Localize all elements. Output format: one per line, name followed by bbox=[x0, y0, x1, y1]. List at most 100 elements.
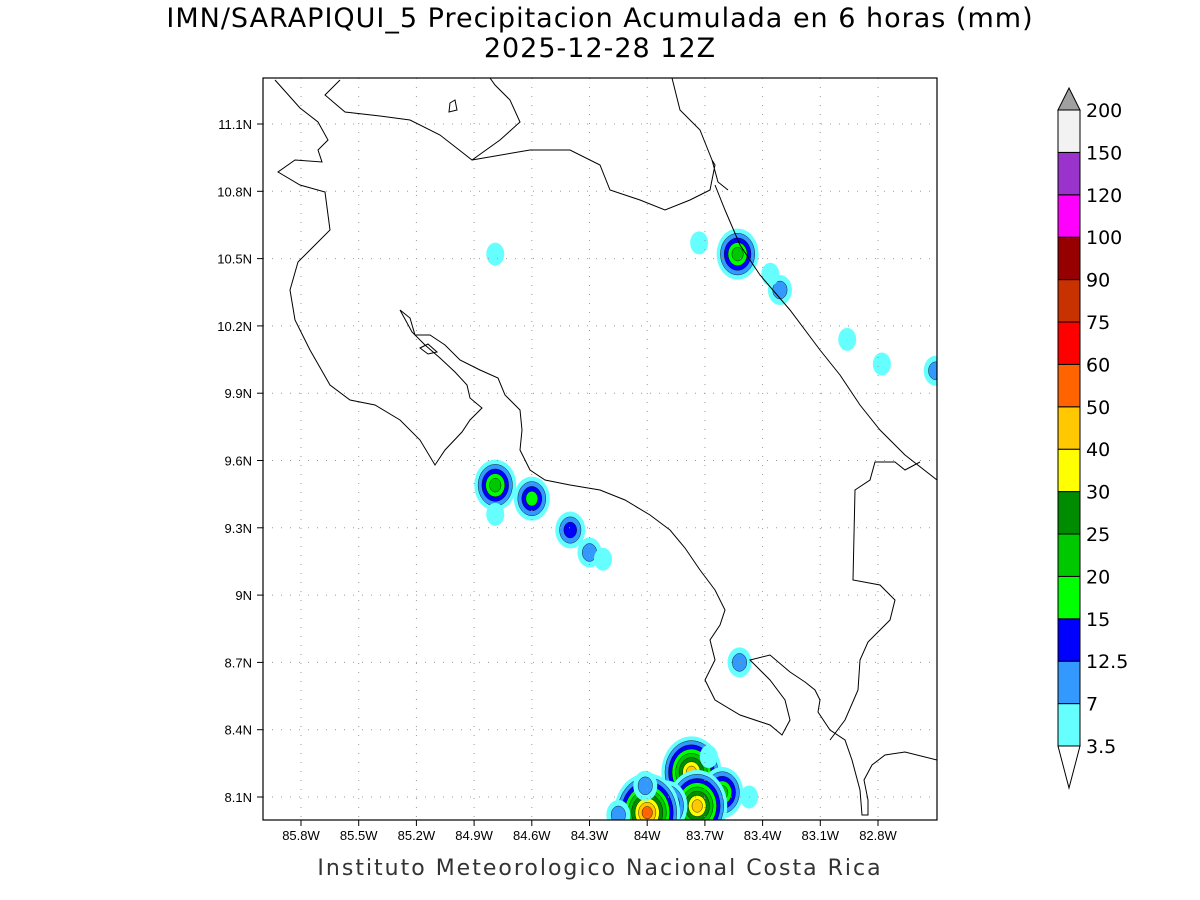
precip-contour bbox=[489, 478, 502, 493]
colorbar-swatch bbox=[1057, 618, 1081, 662]
y-tick-label: 9.6N bbox=[225, 454, 252, 469]
precip-cell bbox=[761, 262, 780, 286]
colorbar-swatch bbox=[1057, 406, 1081, 450]
precip-contour bbox=[563, 521, 577, 539]
x-tick-label: 82.8W bbox=[859, 828, 897, 843]
precip-cell bbox=[923, 355, 937, 386]
x-tick-label: 85.5W bbox=[340, 828, 378, 843]
precip-contour bbox=[486, 502, 505, 526]
colorbar-label: 12.5 bbox=[1086, 651, 1128, 673]
colorbar-label: 60 bbox=[1086, 354, 1110, 376]
precip-contour bbox=[699, 745, 718, 769]
precip-cell bbox=[486, 502, 505, 526]
precip-cell bbox=[838, 327, 857, 351]
y-tick-label: 10.5N bbox=[217, 252, 252, 267]
grid-lines bbox=[263, 78, 937, 820]
precip-contour bbox=[690, 231, 709, 255]
x-tick-label: 84.3W bbox=[571, 828, 609, 843]
x-tick-label: 84.9W bbox=[455, 828, 493, 843]
precip-contour bbox=[928, 361, 937, 380]
colorbar-label: 150 bbox=[1086, 142, 1122, 164]
colorbar-label: 15 bbox=[1086, 609, 1110, 631]
border-panama bbox=[829, 461, 921, 741]
precip-cell bbox=[690, 231, 709, 255]
precip-cell bbox=[474, 459, 517, 511]
axis-ticks: 85.8W 85.5W 85.2W 84.9W 84.6W 84.3W 84W 83.7W 83… bbox=[217, 117, 897, 843]
gulf-island bbox=[419, 343, 439, 355]
pacific-coastline bbox=[274, 79, 937, 816]
colorbar-label: 200 bbox=[1086, 100, 1122, 122]
colorbar-swatch bbox=[1057, 151, 1081, 196]
colorbar-label: 3.5 bbox=[1086, 736, 1116, 758]
footer-credit: Instituto Meteorologico Nacional Costa R… bbox=[317, 856, 883, 881]
precip-contour bbox=[732, 653, 747, 672]
precip-contour bbox=[525, 491, 538, 507]
precip-cell bbox=[606, 799, 631, 820]
border-north bbox=[471, 149, 729, 211]
precip-cell bbox=[486, 242, 505, 266]
colorbar-label: 100 bbox=[1086, 227, 1122, 249]
y-tick-label: 10.2N bbox=[217, 319, 252, 334]
y-tick-label: 10.8N bbox=[217, 184, 252, 199]
colorbar-swatch bbox=[1057, 448, 1081, 493]
colorbar-swatch bbox=[1057, 703, 1081, 747]
x-tick-label: 84.6W bbox=[513, 828, 551, 843]
precip-contour bbox=[838, 327, 857, 351]
precip-contour bbox=[610, 805, 626, 820]
precip-contour bbox=[691, 799, 703, 813]
colorbar: 3.5 7 12.5 15 20 25 30 40 50 60 75 90 100 120 150 200 bbox=[1057, 86, 1128, 790]
precip-contour bbox=[761, 262, 780, 286]
precip-cell bbox=[614, 773, 681, 820]
map-valid-time: 2025-12-28 12Z bbox=[483, 33, 717, 64]
precip-cell bbox=[699, 745, 718, 769]
colorbar-swatch bbox=[1057, 194, 1081, 238]
colorbar-swatch bbox=[1057, 660, 1081, 705]
precip-cell bbox=[872, 352, 891, 376]
colorbar-label: 75 bbox=[1086, 312, 1110, 334]
precip-cell bbox=[633, 770, 658, 801]
precip-contour bbox=[641, 806, 653, 820]
precip-contour bbox=[637, 776, 653, 795]
colorbar-label: 30 bbox=[1086, 482, 1110, 504]
colorbar-under-arrow bbox=[1057, 745, 1081, 790]
precip-cell bbox=[513, 476, 550, 521]
precip-cell bbox=[593, 547, 612, 571]
caribbean-coastline-north bbox=[671, 78, 713, 161]
colorbar-swatch bbox=[1057, 109, 1081, 153]
colorbar-swatch bbox=[1057, 321, 1081, 365]
precip-contour bbox=[731, 246, 744, 262]
colorbar-over-arrow bbox=[1057, 86, 1081, 111]
y-tick-label: 8.1N bbox=[225, 790, 252, 805]
colorbar-label: 40 bbox=[1086, 439, 1110, 461]
precip-cell bbox=[555, 511, 586, 549]
colorbar-swatch bbox=[1057, 279, 1081, 323]
lake-island bbox=[448, 99, 458, 113]
y-tick-label: 9.3N bbox=[225, 521, 252, 536]
y-tick-label: 9N bbox=[235, 588, 252, 603]
colorbar-swatch bbox=[1057, 575, 1081, 620]
colorbar-label: 50 bbox=[1086, 397, 1110, 419]
coastlines bbox=[274, 78, 937, 816]
colorbar-swatch bbox=[1057, 363, 1081, 408]
colorbar-swatch bbox=[1057, 533, 1081, 577]
x-tick-label: 83.4W bbox=[744, 828, 782, 843]
map-frame bbox=[262, 77, 938, 821]
colorbar-label: 120 bbox=[1086, 185, 1122, 207]
precip-cell bbox=[716, 228, 759, 280]
map-title: IMN/SARAPIQUI_5 Precipitacion Acumulada … bbox=[166, 3, 1034, 34]
precipitation-field bbox=[474, 228, 937, 820]
y-tick-label: 9.9N bbox=[225, 386, 252, 401]
colorbar-label: 20 bbox=[1086, 566, 1110, 588]
y-tick-label: 8.7N bbox=[225, 655, 252, 670]
caribbean-coastline bbox=[714, 184, 937, 481]
precip-contour bbox=[486, 242, 505, 266]
colorbar-label: 7 bbox=[1086, 694, 1098, 716]
x-tick-label: 83.7W bbox=[686, 828, 724, 843]
precip-contour bbox=[593, 547, 612, 571]
x-tick-label: 85.8W bbox=[282, 828, 320, 843]
precip-contour bbox=[872, 352, 891, 376]
y-tick-label: 11.1N bbox=[218, 117, 252, 132]
x-tick-label: 84W bbox=[634, 828, 661, 843]
x-tick-label: 85.2W bbox=[398, 828, 436, 843]
